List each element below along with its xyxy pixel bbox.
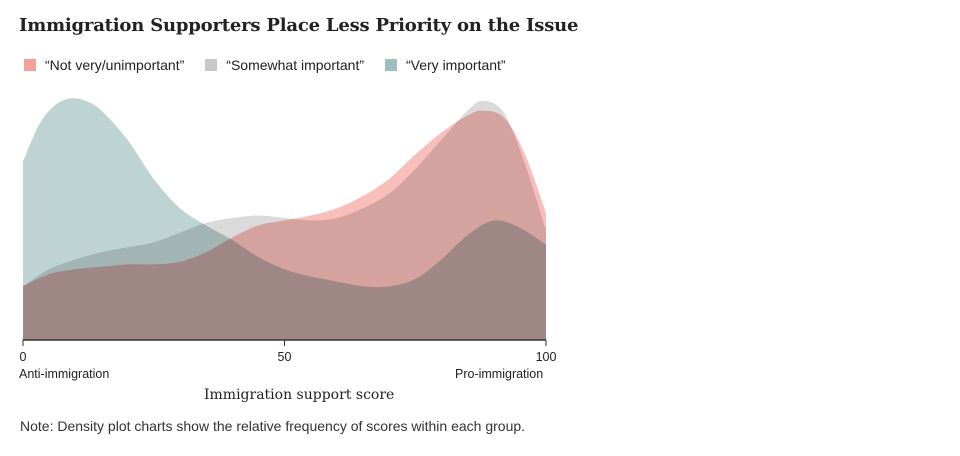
legend-label-not-important: “Not very/unimportant” [45,57,185,73]
x-tick-label-50: 50 [278,350,292,364]
legend-swatch-somewhat-important [205,59,218,71]
legend-label-very-important: “Very important” [406,57,506,73]
x-axis-title: Immigration support score [204,387,395,403]
x-axis-ticks: 0 50 100 [20,340,557,364]
chart-legend: “Not very/unimportant” “Somewhat importa… [24,56,527,74]
chart-note: Note: Density plot charts show the relat… [20,418,526,434]
x-tick-label-100: 100 [536,350,557,364]
x-end-label-left: Anti-immigration [19,367,110,381]
legend-swatch-not-important [24,59,36,71]
legend-label-somewhat-important: “Somewhat important” [226,57,364,73]
x-tick-label-0: 0 [20,350,27,364]
x-end-label-right: Pro-immigration [455,367,544,381]
legend-item-very-important: “Very important” [385,57,506,73]
series-layer [23,98,546,340]
density-area-very-important [23,98,546,340]
legend-item-somewhat-important: “Somewhat important” [205,57,364,73]
chart-title: Immigration Supporters Place Less Priori… [19,15,579,36]
legend-swatch-very-important [385,59,397,71]
legend-item-not-important: “Not very/unimportant” [24,57,184,73]
